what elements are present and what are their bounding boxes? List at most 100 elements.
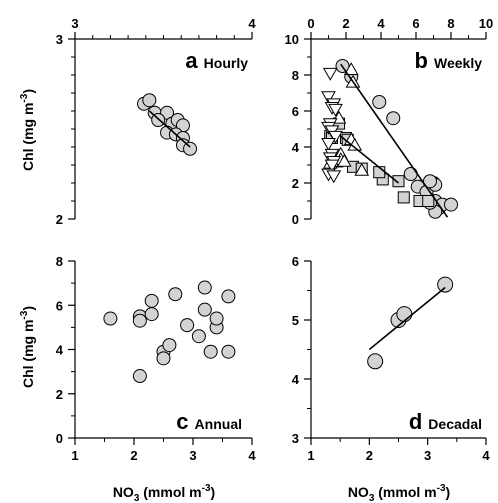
data-point (197, 302, 212, 317)
data-point (392, 175, 405, 188)
data-point (103, 311, 118, 326)
panel-d: 1 2 3 4 3 4 5 6 d Decadal (292, 254, 491, 463)
data-point (183, 141, 198, 156)
data-point (156, 351, 171, 366)
data-point (203, 344, 218, 359)
data-point (328, 103, 343, 117)
data-point (321, 91, 336, 105)
y-tick-label: 0 (56, 431, 63, 446)
x-tick-label: 4 (248, 16, 256, 31)
x-tick-label: 4 (482, 448, 490, 463)
panel-label: a Hourly (185, 48, 248, 73)
x-tick-label: 2 (130, 448, 137, 463)
fit-line (340, 63, 449, 218)
panel-b: 0 2 4 6 8 10 0 2 4 6 8 10 b Weekly (285, 16, 494, 227)
panel-label: c Annual (176, 409, 242, 434)
fit-line (148, 110, 191, 148)
data-point (326, 170, 342, 184)
series-circle (137, 93, 198, 156)
x-tick-label: 0 (307, 16, 314, 31)
y-tick-label: 5 (292, 313, 299, 328)
data-point (142, 93, 157, 108)
panel-name: Hourly (204, 55, 249, 71)
series-circle (335, 59, 458, 219)
data-point (354, 162, 370, 176)
data-point (168, 287, 183, 302)
y-tick-label: 2 (56, 387, 63, 402)
y-tick-label: 4 (292, 372, 300, 387)
y-tick-label: 3 (292, 431, 299, 446)
series-circle (103, 280, 236, 384)
fit-line (368, 286, 446, 351)
data-point (444, 197, 458, 212)
x-tick-label: 3 (424, 448, 431, 463)
y-tick-label: 8 (292, 68, 299, 83)
panel-letter: c (176, 409, 188, 434)
x-axis-label-left: NO3 (mmol m-3) (113, 483, 215, 503)
data-point (372, 95, 387, 109)
data-point (437, 276, 454, 293)
data-point (221, 344, 236, 359)
y-axis-label-top: Chl (mg m-3) (19, 89, 36, 171)
data-point (321, 138, 336, 151)
data-point (162, 338, 177, 353)
panel-label: d Decadal (409, 409, 482, 434)
panel-name: Decadal (428, 416, 482, 432)
data-point (197, 280, 212, 295)
x-tick-label: 2 (366, 448, 373, 463)
y-axis-label-bottom: Chl (mg m-3) (19, 306, 36, 388)
x-tick-label: 10 (479, 16, 493, 31)
y-tick-label: 6 (56, 298, 63, 313)
panel-name: Annual (195, 416, 242, 432)
panel-label: b Weekly (415, 48, 483, 73)
y-tick-label: 4 (56, 343, 64, 358)
x-tick-label: 1 (71, 448, 78, 463)
x-tick-label: 3 (189, 448, 196, 463)
series-triangle-down (321, 67, 343, 184)
panel-letter: a (185, 48, 198, 73)
data-point (403, 167, 418, 181)
panel-letter: d (409, 409, 422, 434)
y-tick-label: 10 (285, 32, 299, 47)
y-tick-label: 4 (292, 140, 300, 155)
data-point (132, 313, 147, 328)
y-tick-label: 3 (56, 32, 63, 47)
y-tick-label: 6 (292, 254, 299, 269)
y-tick-label: 6 (292, 104, 299, 119)
data-point (144, 307, 159, 322)
data-point (386, 111, 401, 126)
series-circle (367, 276, 454, 370)
data-point (209, 311, 224, 326)
data-point (322, 67, 338, 81)
data-point (191, 329, 206, 344)
data-point (324, 159, 340, 173)
data-point (221, 289, 236, 304)
data-point (423, 174, 437, 189)
x-axis-label-right: NO3 (mmol m-3) (348, 483, 450, 503)
y-tick-label: 8 (56, 254, 63, 269)
x-tick-label: 2 (342, 16, 349, 31)
fit-line (340, 135, 400, 184)
data-point (343, 62, 359, 75)
panel-name: Weekly (434, 55, 482, 71)
x-tick-label: 4 (377, 16, 385, 31)
y-tick-label: 0 (292, 212, 299, 227)
data-point (367, 353, 384, 370)
data-point (397, 191, 410, 204)
panel-c: 1 2 3 4 0 2 4 6 8 c Annual (56, 254, 257, 463)
panel-a: 3 4 3 2 a Hourly (56, 16, 257, 227)
data-point (422, 194, 435, 208)
data-point (396, 306, 413, 323)
x-tick-label: 3 (71, 16, 78, 31)
x-tick-label: 6 (412, 16, 419, 31)
data-point (328, 130, 343, 144)
data-point (336, 153, 352, 167)
data-point (144, 293, 159, 308)
y-tick-label: 2 (292, 176, 299, 191)
data-point (132, 369, 147, 384)
data-point (180, 318, 195, 333)
x-tick-label: 1 (307, 448, 314, 463)
panel-letter: b (415, 48, 428, 73)
x-tick-label: 8 (447, 16, 454, 31)
